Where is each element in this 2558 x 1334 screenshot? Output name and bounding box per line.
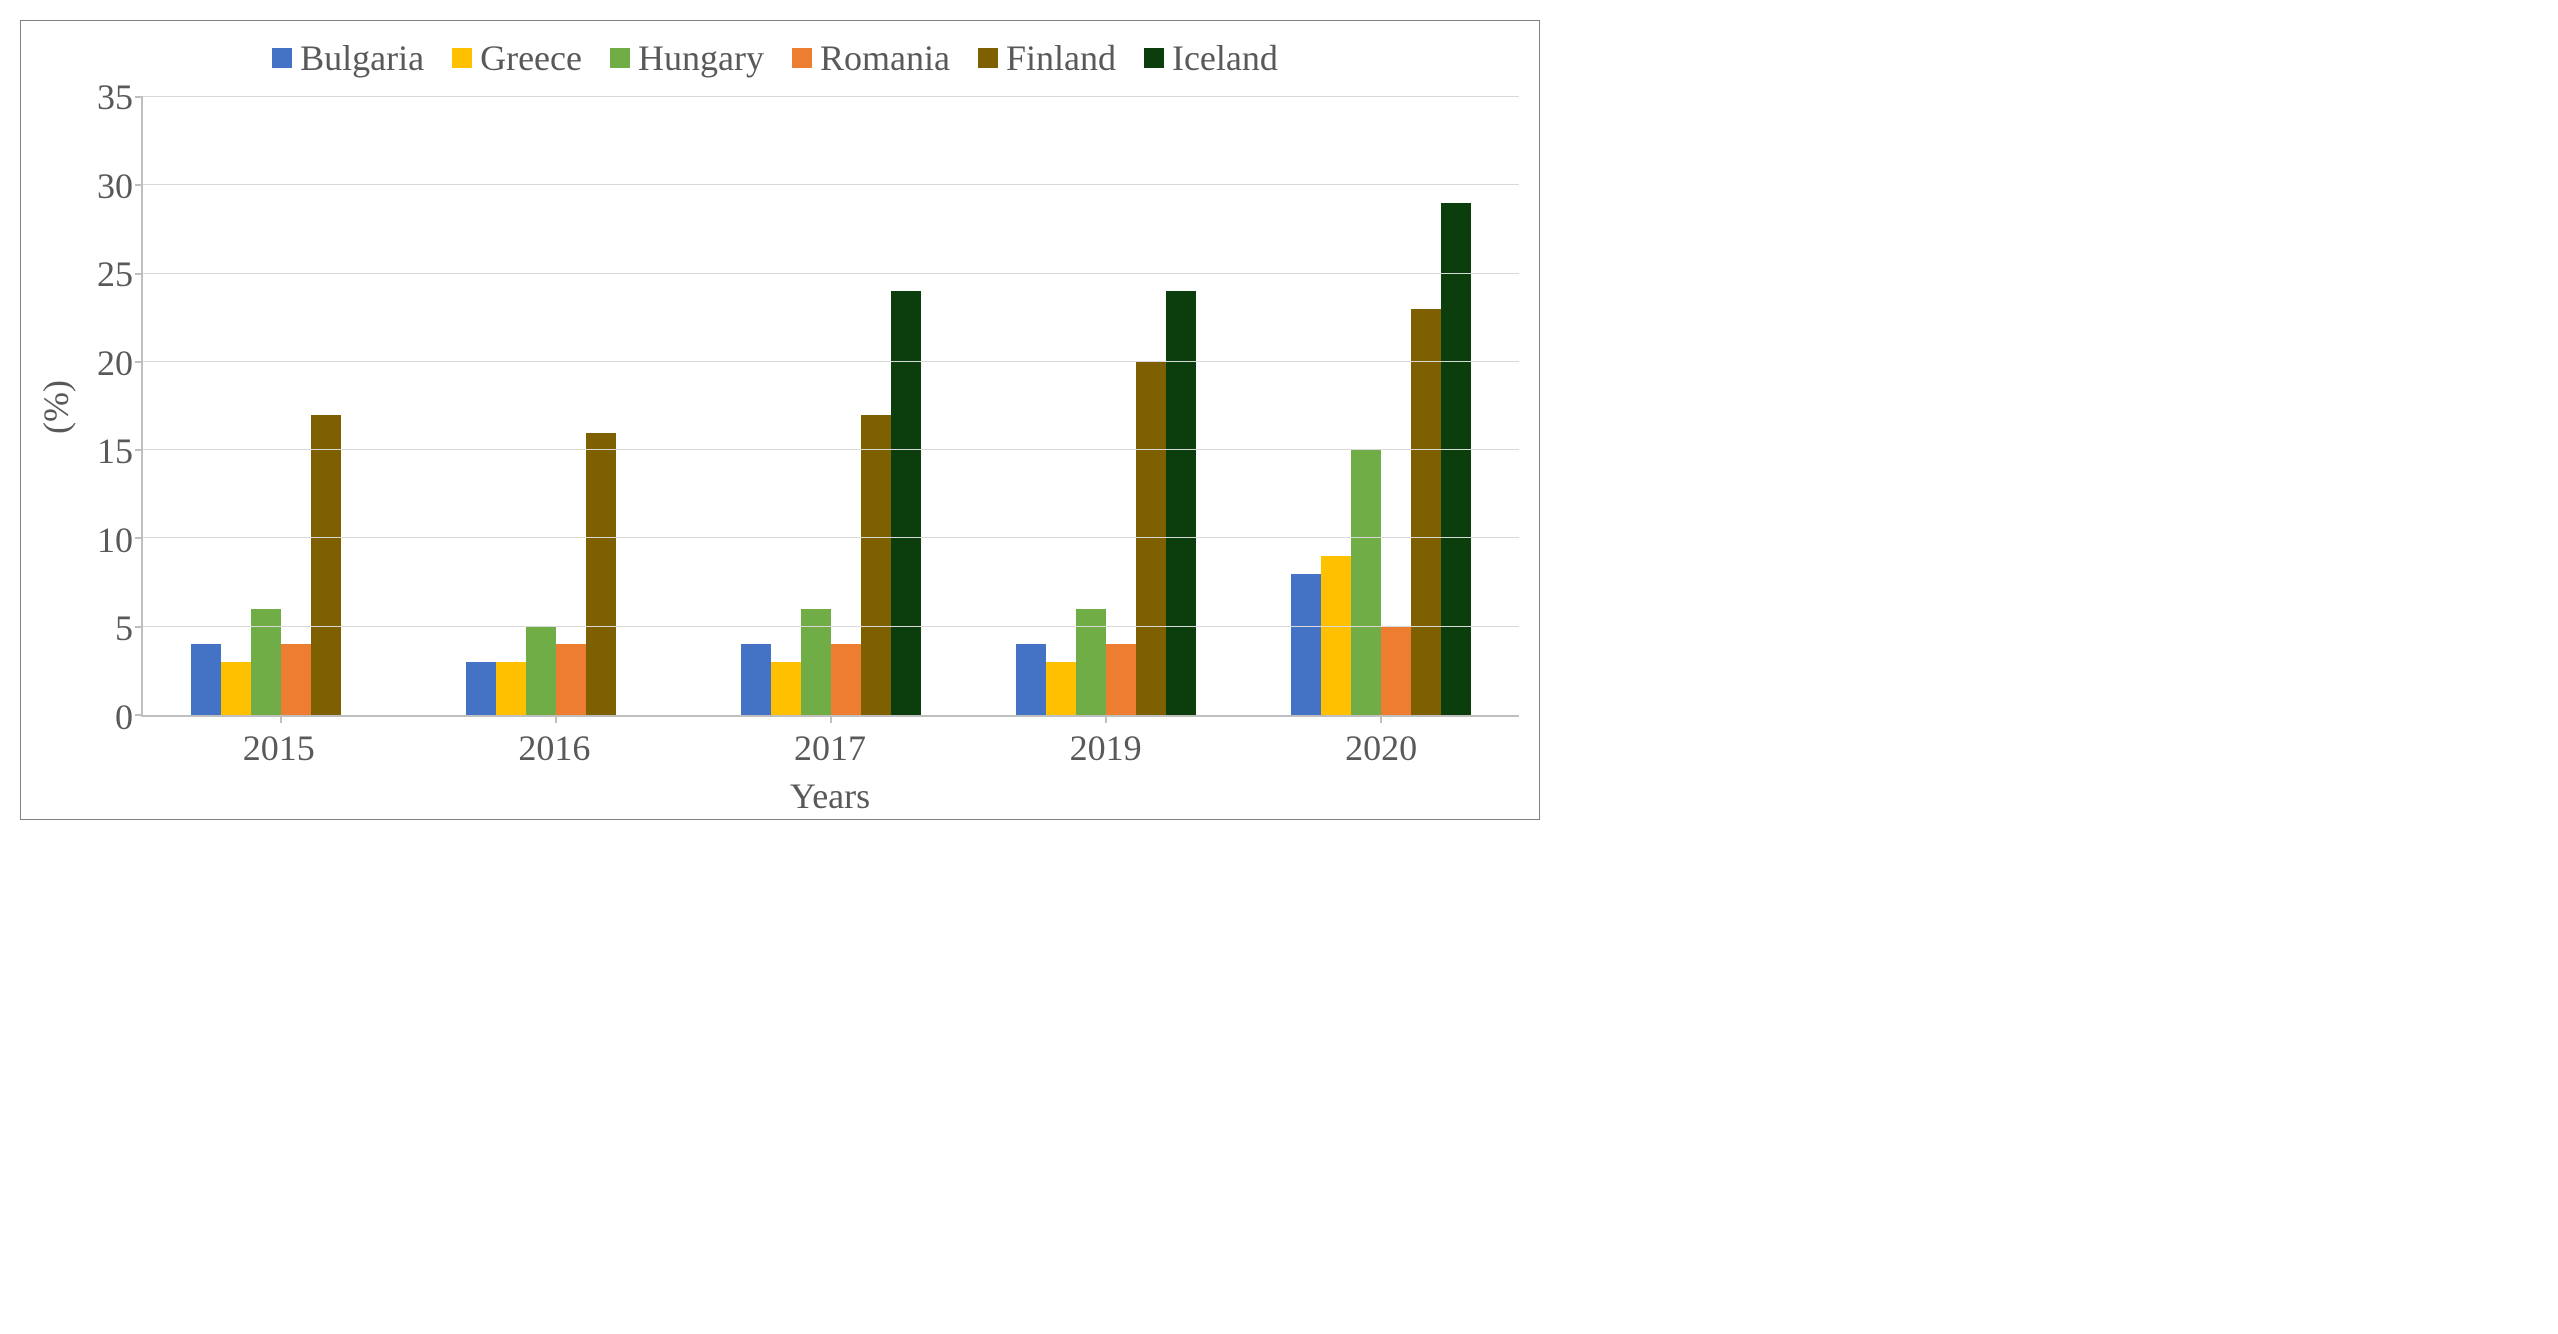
x-axis-label: Years <box>141 769 1519 817</box>
y-tick-mark <box>135 273 143 275</box>
gridline <box>143 361 1519 362</box>
bar <box>526 627 556 715</box>
legend: Bulgaria Greece Hungary Romania Finland Icela… <box>31 31 1519 97</box>
bar-groups <box>143 97 1519 715</box>
legend-label: Finland <box>1006 37 1116 79</box>
y-tick-label: 30 <box>97 165 133 207</box>
legend-swatch <box>610 48 630 68</box>
y-axis-label-container: (%) <box>31 97 81 717</box>
bar <box>831 644 861 715</box>
bar <box>741 644 771 715</box>
y-tick-mark <box>135 537 143 539</box>
x-tick-label: 2020 <box>1243 717 1519 769</box>
bar <box>586 433 616 716</box>
legend-item: Greece <box>452 37 582 79</box>
bar <box>771 662 801 715</box>
bar <box>861 415 891 715</box>
bar-group <box>693 97 968 715</box>
gridline <box>143 626 1519 627</box>
legend-label: Greece <box>480 37 582 79</box>
x-tick-mark <box>1380 715 1382 723</box>
plot-area <box>141 97 1519 717</box>
x-tick-mark <box>1105 715 1107 723</box>
x-tick-mark <box>830 715 832 723</box>
y-tick-label: 35 <box>97 76 133 118</box>
plot-wrapper: (%) 05101520253035 <box>31 97 1519 717</box>
y-tick-mark <box>135 96 143 98</box>
y-tick-mark <box>135 714 143 716</box>
y-tick-label: 10 <box>97 519 133 561</box>
legend-item: Hungary <box>610 37 764 79</box>
bar <box>556 644 586 715</box>
legend-label: Romania <box>820 37 950 79</box>
y-tick-label: 20 <box>97 342 133 384</box>
y-tick-mark <box>135 626 143 628</box>
gridline <box>143 537 1519 538</box>
bar <box>1351 450 1381 715</box>
bar <box>1291 574 1321 715</box>
legend-swatch <box>978 48 998 68</box>
bar-group <box>1244 97 1519 715</box>
bar <box>311 415 341 715</box>
x-tick-label: 2019 <box>968 717 1244 769</box>
gridline <box>143 96 1519 97</box>
bar <box>221 662 251 715</box>
x-tick-mark <box>280 715 282 723</box>
bar <box>1166 291 1196 715</box>
bar <box>1321 556 1351 715</box>
x-axis-labels: 20152016201720192020 <box>141 717 1519 769</box>
bar <box>1106 644 1136 715</box>
bar-group <box>418 97 693 715</box>
bar-group <box>143 97 418 715</box>
y-axis: 05101520253035 <box>81 97 141 717</box>
bar <box>1381 627 1411 715</box>
gridline <box>143 449 1519 450</box>
y-tick-label: 25 <box>97 253 133 295</box>
legend-swatch <box>1144 48 1164 68</box>
legend-swatch <box>452 48 472 68</box>
y-tick-label: 5 <box>115 607 133 649</box>
bar <box>1411 309 1441 715</box>
y-tick-mark <box>135 449 143 451</box>
bar <box>496 662 526 715</box>
bar <box>1016 644 1046 715</box>
y-tick-label: 15 <box>97 430 133 472</box>
y-axis-label: (%) <box>35 380 77 434</box>
legend-label: Hungary <box>638 37 764 79</box>
bar-group <box>969 97 1244 715</box>
bar <box>466 662 496 715</box>
legend-swatch <box>272 48 292 68</box>
gridline <box>143 273 1519 274</box>
bar <box>191 644 221 715</box>
legend-item: Iceland <box>1144 37 1278 79</box>
chart-container: Bulgaria Greece Hungary Romania Finland Icela… <box>20 20 1540 820</box>
legend-item: Romania <box>792 37 950 79</box>
y-tick-label: 0 <box>115 696 133 738</box>
legend-label: Bulgaria <box>300 37 424 79</box>
y-tick-mark <box>135 184 143 186</box>
x-tick-label: 2017 <box>692 717 968 769</box>
x-tick-mark <box>555 715 557 723</box>
y-tick-mark <box>135 361 143 363</box>
legend-swatch <box>792 48 812 68</box>
bar <box>1441 203 1471 715</box>
bar <box>1046 662 1076 715</box>
gridline <box>143 184 1519 185</box>
bar <box>281 644 311 715</box>
legend-item: Bulgaria <box>272 37 424 79</box>
legend-item: Finland <box>978 37 1116 79</box>
x-tick-label: 2015 <box>141 717 417 769</box>
bar <box>891 291 921 715</box>
legend-label: Iceland <box>1172 37 1278 79</box>
x-tick-label: 2016 <box>417 717 693 769</box>
